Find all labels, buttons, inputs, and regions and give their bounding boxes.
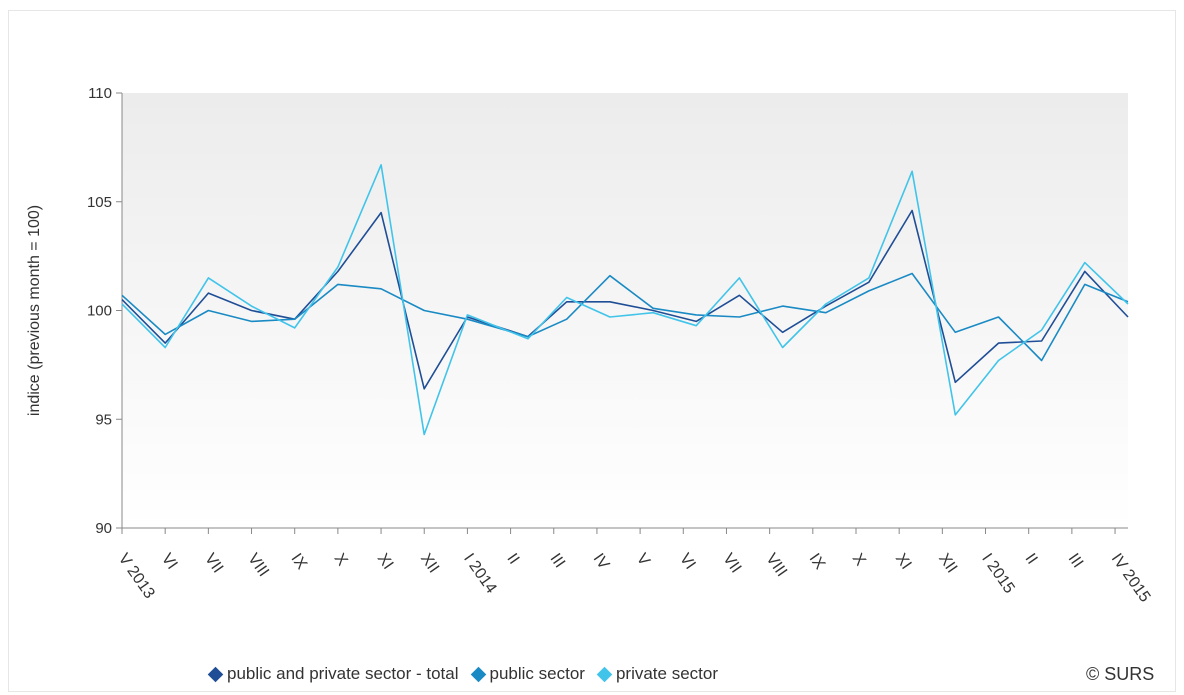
series-line-2 (121, 164, 1129, 436)
series-line-1 (121, 272, 1129, 362)
x-tick-label: I 2014 (460, 551, 499, 597)
x-tick-label: II (503, 551, 522, 568)
legend-label: private sector (615, 664, 718, 683)
source-credit: © SURS (1086, 664, 1155, 684)
x-tick-label: XII (417, 551, 442, 577)
x-tick-label: IV (590, 551, 613, 573)
legend-label: public sector (489, 664, 585, 683)
diamond-icon (470, 666, 486, 682)
x-tick-label: V (633, 551, 653, 570)
legend-item-total[interactable]: public and private sector - total (207, 664, 459, 684)
legend-item-public[interactable]: public sector (470, 664, 585, 684)
x-tick-label: V 2013 (115, 551, 158, 602)
y-tick-label: 105 (87, 194, 112, 211)
x-tick-label: II (1021, 551, 1040, 568)
x-tick-label: XI (892, 551, 915, 573)
x-tick-label: III (1065, 551, 1087, 572)
y-tick-label: 110 (88, 85, 112, 102)
x-tick-label: XI (374, 551, 397, 573)
legend-item-private[interactable]: private sector (596, 664, 718, 684)
plot-area (122, 93, 1128, 528)
x-tick-label: III (546, 551, 568, 572)
diamond-icon (207, 666, 224, 682)
x-tick-label: IX (806, 551, 829, 573)
x-tick-label: VIII (244, 551, 272, 580)
x-tick-label: VIII (762, 551, 790, 580)
y-tick-label: 90 (95, 520, 112, 537)
legend: public and private sector - total public… (207, 664, 718, 684)
x-tick-label: I 2015 (978, 551, 1017, 597)
x-tick-label: IX (287, 551, 310, 573)
x-tick-label: VI (676, 551, 699, 573)
x-tick-label: X (849, 551, 869, 570)
x-tick-label: X (331, 551, 351, 570)
legend-label: public and private sector - total (227, 664, 459, 683)
y-tick-label: 100 (87, 303, 112, 320)
y-axis-label: indice (previous month = 100) (26, 205, 43, 416)
y-tick-label: 95 (95, 411, 112, 428)
x-tick-label: VII (719, 551, 744, 577)
x-tick-label: VII (201, 551, 226, 577)
x-tick-label: XII (935, 551, 960, 577)
x-tick-label: VI (158, 551, 181, 573)
series-line-0 (121, 209, 1129, 390)
diamond-icon (596, 666, 613, 682)
x-tick-label: IV 2015 (1108, 551, 1154, 606)
